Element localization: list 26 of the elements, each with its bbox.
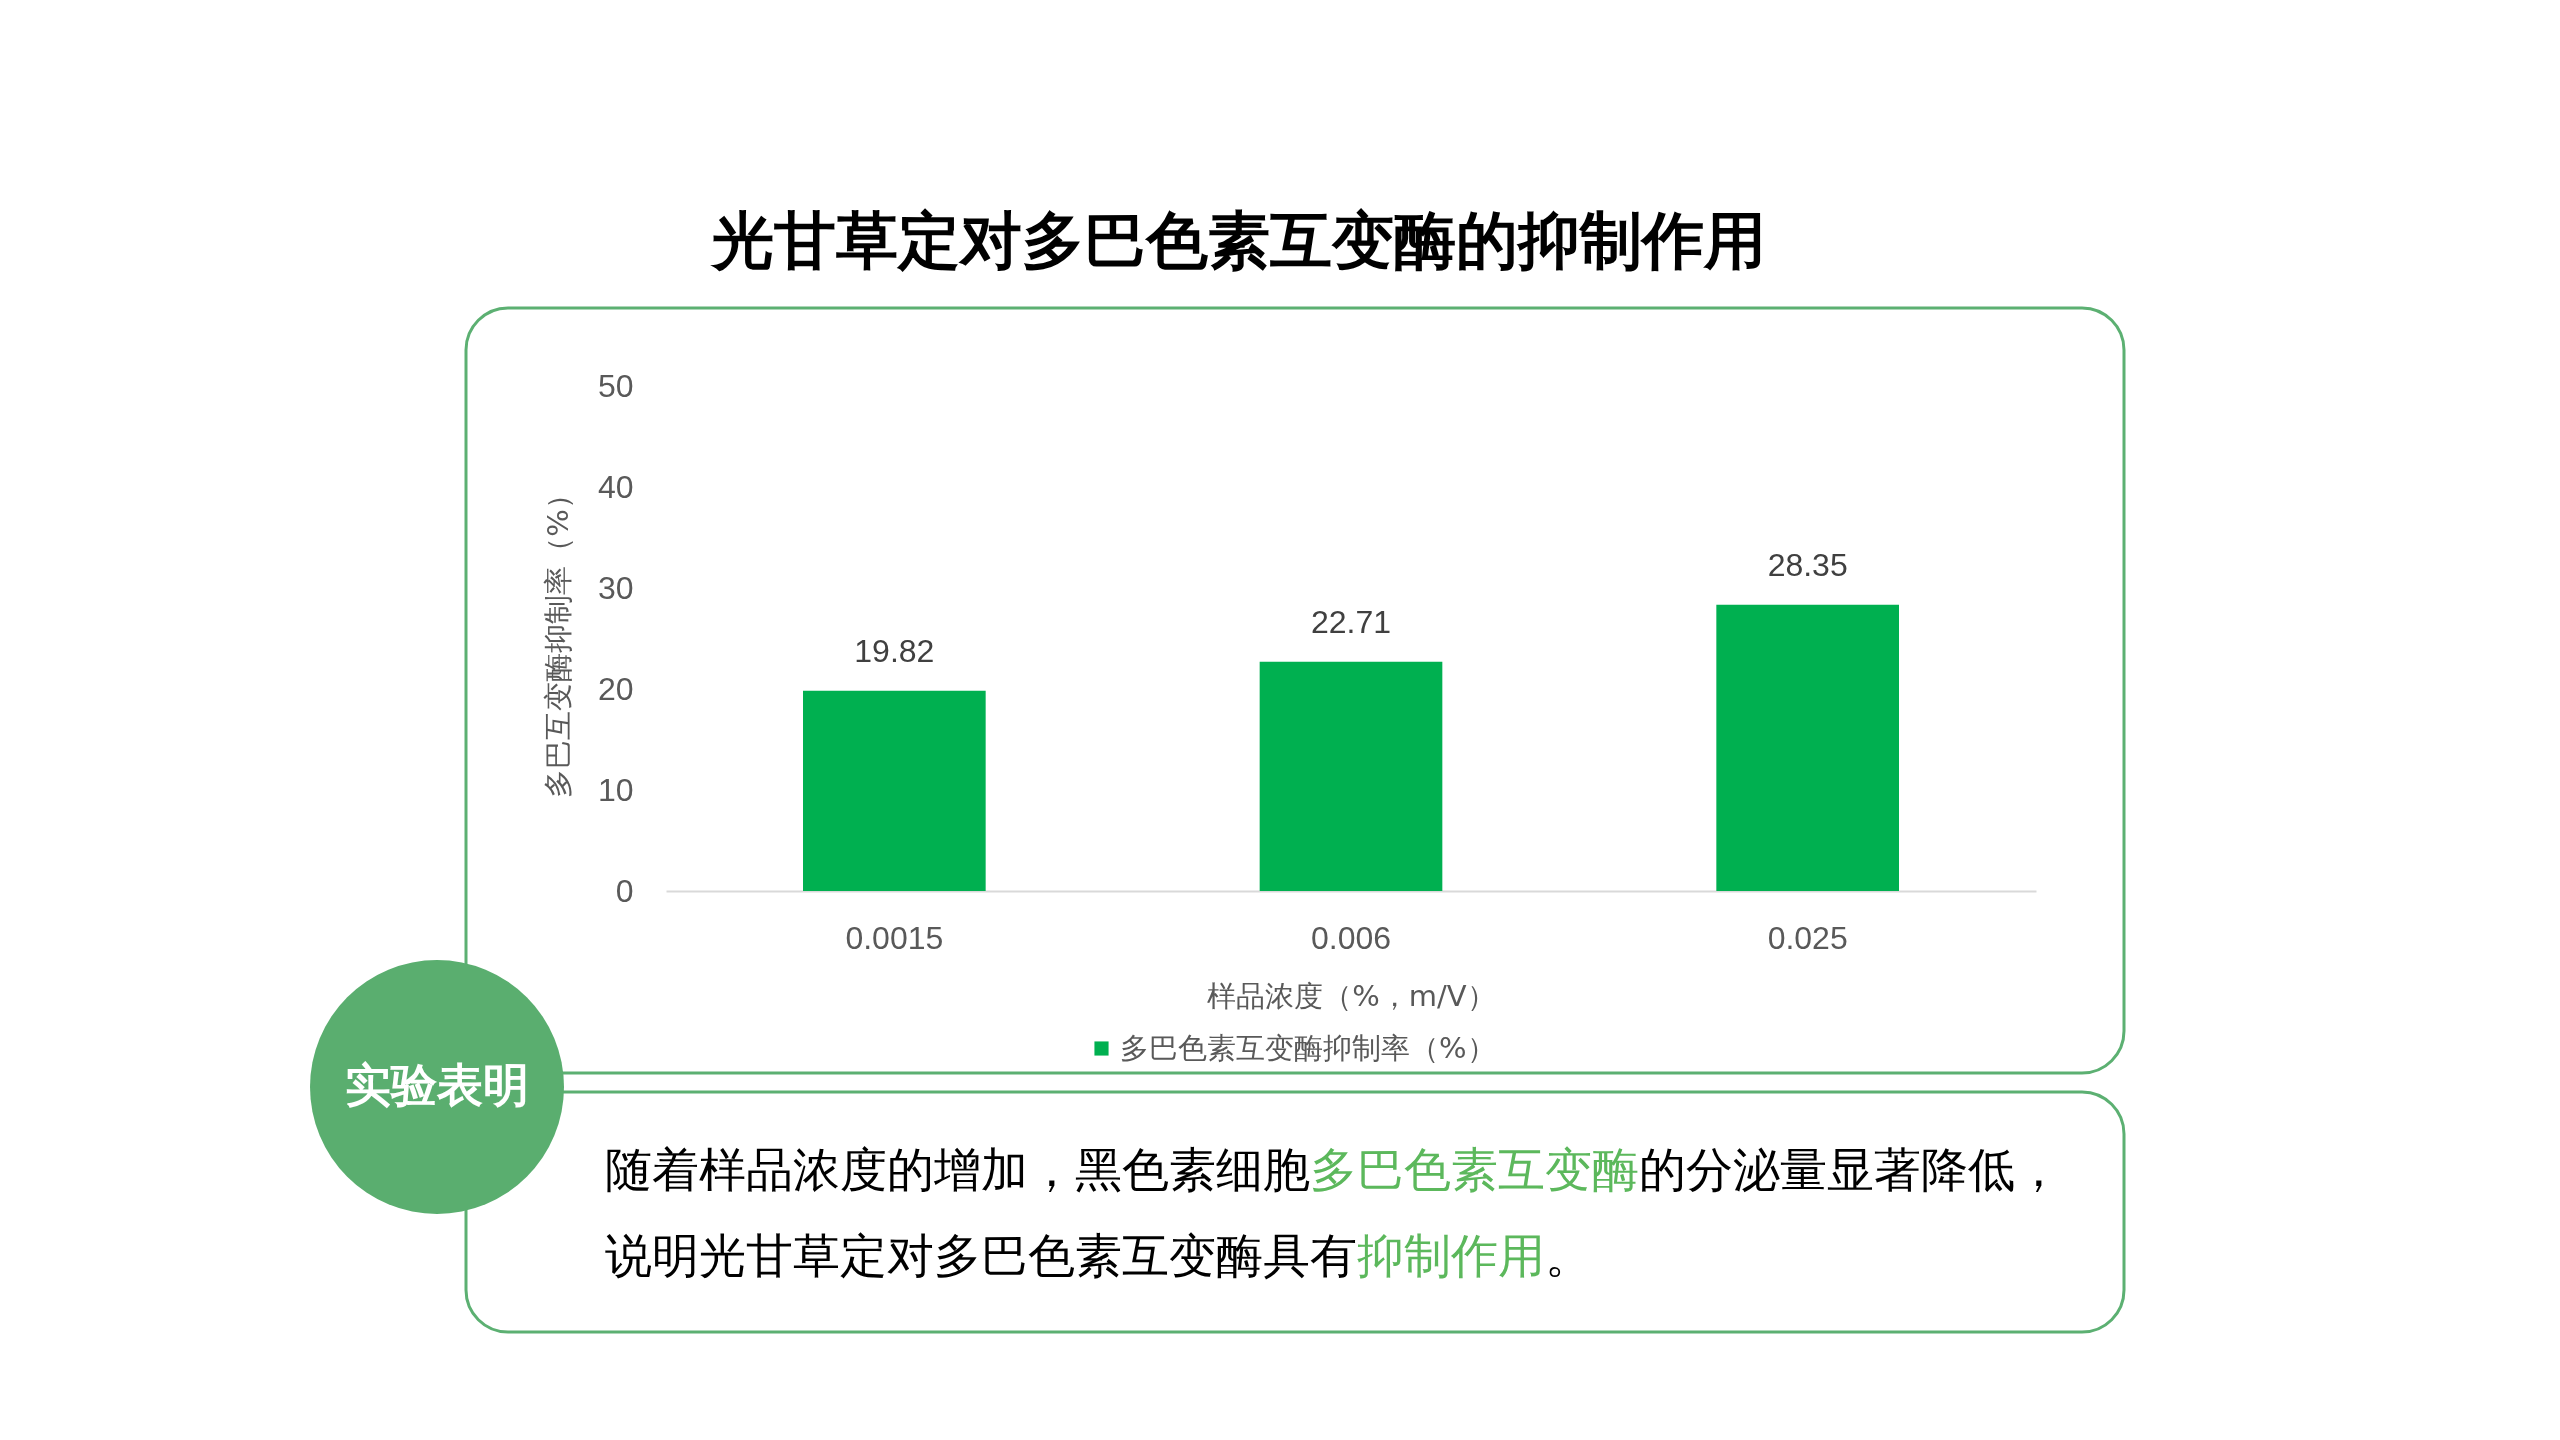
bar: [1716, 604, 1899, 891]
chart-title: 光甘草定对多巴色素互变酶的抑制作用: [710, 203, 1766, 277]
text: 随着样品浓度的增加，黑色素细胞: [605, 1142, 1310, 1197]
text: 实验表明: [345, 1058, 529, 1112]
y-tick-label: 40: [597, 468, 634, 505]
bar: [1259, 661, 1443, 891]
data-label: 19.82: [854, 632, 935, 669]
data-label: 22.71: [1310, 603, 1392, 640]
y-tick-label: 20: [597, 670, 634, 707]
x-tick-label: 0.006: [1310, 919, 1392, 956]
y-tick-label: 50: [597, 367, 634, 404]
y-tick-label: 30: [597, 569, 634, 606]
x-axis-title: 样品浓度（%，m/V）: [1207, 978, 1496, 1013]
text: 说明光甘草定对多巴色素互变酶具有: [605, 1228, 1357, 1283]
y-tick-label: 0: [615, 872, 634, 909]
x-tick-label: 0.0015: [845, 919, 944, 956]
y-tick-label: 10: [597, 771, 634, 808]
legend-label: 多巴色素互变酶抑制率（%）: [1120, 1030, 1496, 1065]
text: 抑制作用: [1357, 1228, 1545, 1283]
data-label: 28.35: [1767, 546, 1848, 583]
text: 。: [1545, 1228, 1592, 1283]
y-axis-title: 多巴互变酶抑制率（%）: [540, 480, 575, 798]
text: 多巴色素互变酶: [1310, 1142, 1639, 1197]
bar: [803, 690, 986, 891]
x-tick-label: 0.025: [1767, 919, 1848, 956]
text: 的分泌量显著降低，: [1639, 1142, 2062, 1197]
